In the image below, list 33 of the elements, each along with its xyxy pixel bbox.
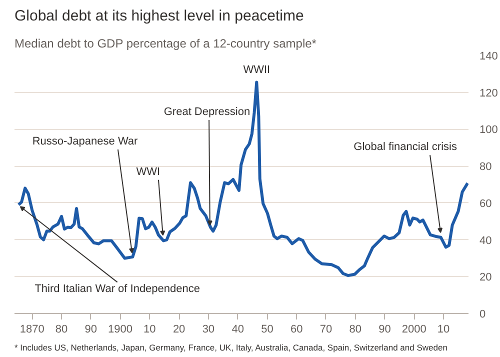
y-tick-label: 120 bbox=[480, 87, 498, 100]
y-tick-label: 140 bbox=[480, 50, 498, 62]
y-tick-label: 20 bbox=[480, 272, 492, 284]
annotation: Third Italian War of Independence bbox=[34, 283, 200, 296]
y-tick-label: 100 bbox=[480, 124, 498, 136]
annotation: Russo-Japanese War bbox=[32, 136, 138, 148]
y-tick-label: 0 bbox=[480, 308, 486, 320]
x-tick-label: 90 bbox=[84, 324, 98, 336]
x-tick-label: 2000 bbox=[402, 324, 426, 336]
x-tick-label: 40 bbox=[232, 324, 244, 336]
x-tick-label: 10 bbox=[144, 324, 156, 336]
annotation: Great Depression bbox=[164, 106, 250, 118]
x-tick-label: 60 bbox=[290, 324, 303, 336]
annotation: WWI bbox=[136, 166, 160, 178]
annotation: Global financial crisis bbox=[354, 141, 458, 154]
x-tick-label: 30 bbox=[202, 324, 215, 336]
x-tick-label: 20 bbox=[172, 324, 186, 336]
x-tick-label: 70 bbox=[320, 324, 332, 336]
y-tick-label: 80 bbox=[480, 161, 492, 174]
y-tick-label: 60 bbox=[480, 198, 492, 210]
x-tick-label: 80 bbox=[55, 324, 68, 336]
y-tick-label: 40 bbox=[480, 234, 492, 247]
x-tick-label: 1900 bbox=[108, 324, 133, 336]
x-tick-label: 80 bbox=[349, 324, 362, 336]
line-series bbox=[17, 80, 468, 278]
x-tick-label: 90 bbox=[378, 324, 391, 336]
chart-title: Global debt at its highest level in peacetime bbox=[14, 8, 304, 24]
text: * Includes US, Netherlands, Japan, Germany, France, UK, Italy, Australia, Canada, Spain, Switzerland and Sweden bbox=[14, 342, 448, 352]
x-tick-label: 1870 bbox=[20, 324, 44, 336]
x-tick-label: 10 bbox=[437, 324, 450, 336]
annotation: WWII bbox=[243, 64, 270, 76]
chart-subtitle: Median debt to GDP percentage of a 12-country sample* bbox=[14, 36, 317, 50]
x-tick-label: 50 bbox=[261, 324, 274, 336]
